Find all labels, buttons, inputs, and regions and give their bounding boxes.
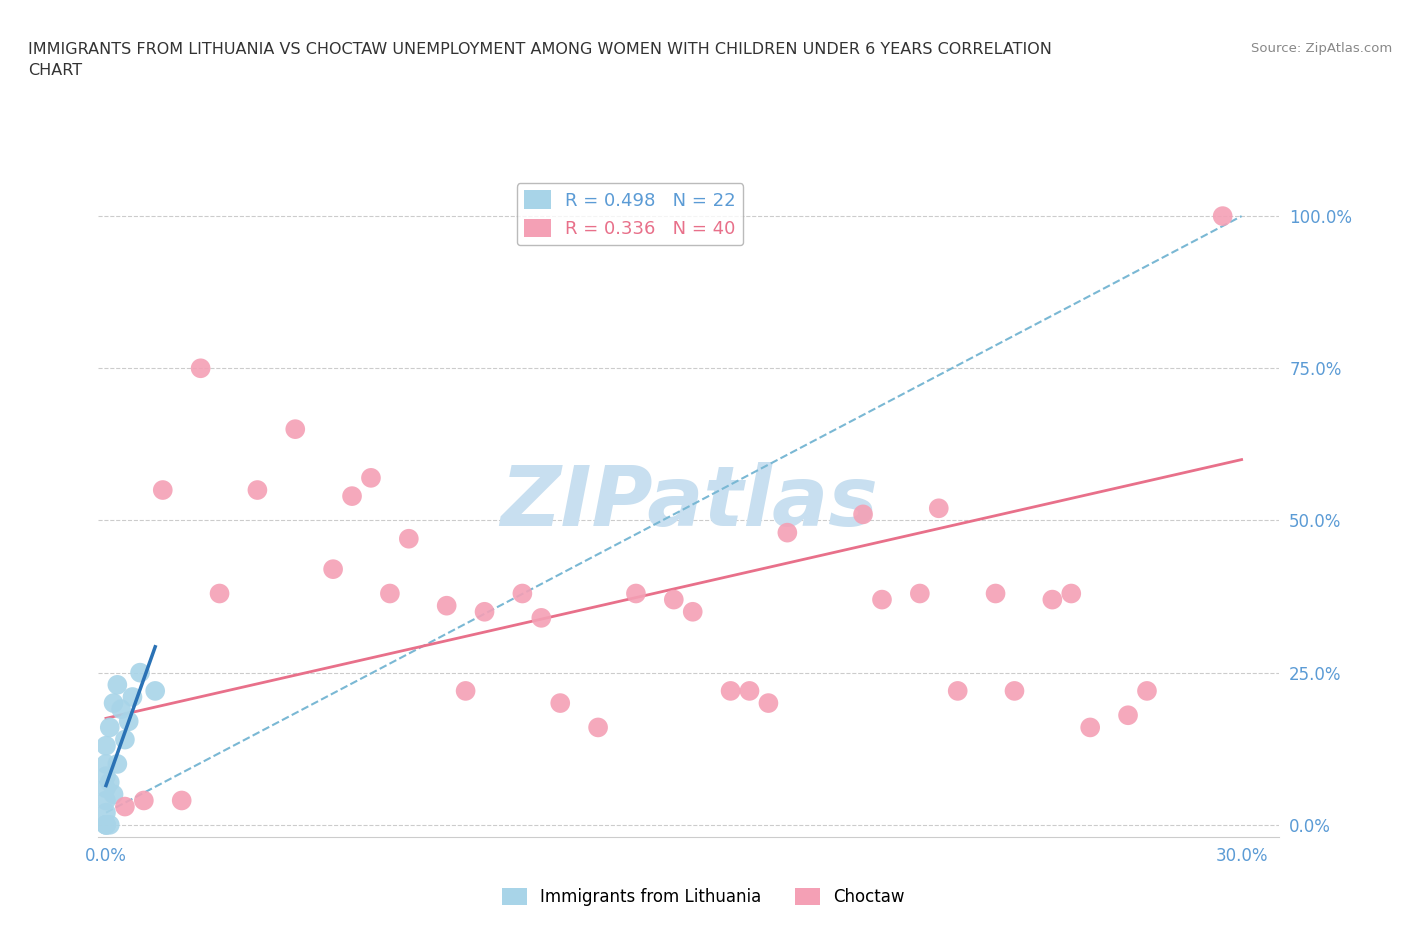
Point (378, 586, 401, 601)
Point (1060, 586, 1083, 601)
Point (512, 586, 534, 601)
Point (1078, 720, 1101, 735)
Point (360, 471, 382, 485)
Point (94, 817, 117, 832)
Point (474, 604, 496, 619)
Point (94, 817, 117, 832)
Point (776, 525, 799, 540)
Point (946, 684, 969, 698)
Point (246, 483, 269, 498)
Point (94, 793, 117, 808)
Text: IMMIGRANTS FROM LITHUANIA VS CHOCTAW UNEMPLOYMENT AMONG WOMEN WITH CHILDREN UNDE: IMMIGRANTS FROM LITHUANIA VS CHOCTAW UNE… (28, 42, 1052, 57)
Point (454, 684, 477, 698)
Point (98, 775, 121, 790)
Point (105, 756, 128, 771)
Point (143, 684, 166, 698)
Point (682, 604, 704, 619)
Point (94, 769, 117, 784)
Point (1004, 684, 1026, 698)
Point (94, 805, 117, 820)
Text: Source: ZipAtlas.com: Source: ZipAtlas.com (1251, 42, 1392, 55)
Point (984, 586, 1007, 601)
Point (121, 689, 143, 704)
Legend: Immigrants from Lithuania, Choctaw: Immigrants from Lithuania, Choctaw (495, 881, 911, 912)
Point (870, 592, 893, 607)
Point (94, 738, 117, 753)
Point (110, 702, 132, 717)
Point (662, 592, 685, 607)
Point (340, 488, 363, 503)
Point (720, 684, 742, 698)
Point (129, 665, 152, 680)
Point (94, 781, 117, 796)
Point (132, 793, 155, 808)
Point (1212, 208, 1234, 223)
Point (114, 732, 136, 747)
Point (94, 756, 117, 771)
Point (105, 677, 128, 692)
Point (114, 799, 136, 814)
Point (738, 684, 761, 698)
Text: CHART: CHART (28, 63, 82, 78)
Point (758, 696, 780, 711)
Point (928, 501, 950, 516)
Point (1136, 684, 1159, 698)
Point (322, 562, 344, 577)
Point (548, 696, 571, 711)
Point (103, 696, 125, 711)
Point (908, 586, 931, 601)
Legend: R = 0.498   N = 22, R = 0.336   N = 40: R = 0.498 N = 22, R = 0.336 N = 40 (516, 183, 744, 246)
Point (1116, 708, 1139, 723)
Point (98, 817, 121, 832)
Point (852, 507, 875, 522)
Point (586, 720, 609, 735)
Point (284, 421, 307, 436)
Point (118, 714, 141, 729)
Point (94, 817, 117, 832)
Point (530, 610, 553, 625)
Point (190, 361, 212, 376)
Point (208, 586, 231, 601)
Point (103, 787, 125, 802)
Point (152, 483, 174, 498)
Point (624, 586, 647, 601)
Point (170, 793, 193, 808)
Point (1040, 592, 1063, 607)
Point (398, 531, 420, 546)
Text: ZIPatlas: ZIPatlas (501, 461, 877, 543)
Point (98, 720, 121, 735)
Point (436, 598, 458, 613)
